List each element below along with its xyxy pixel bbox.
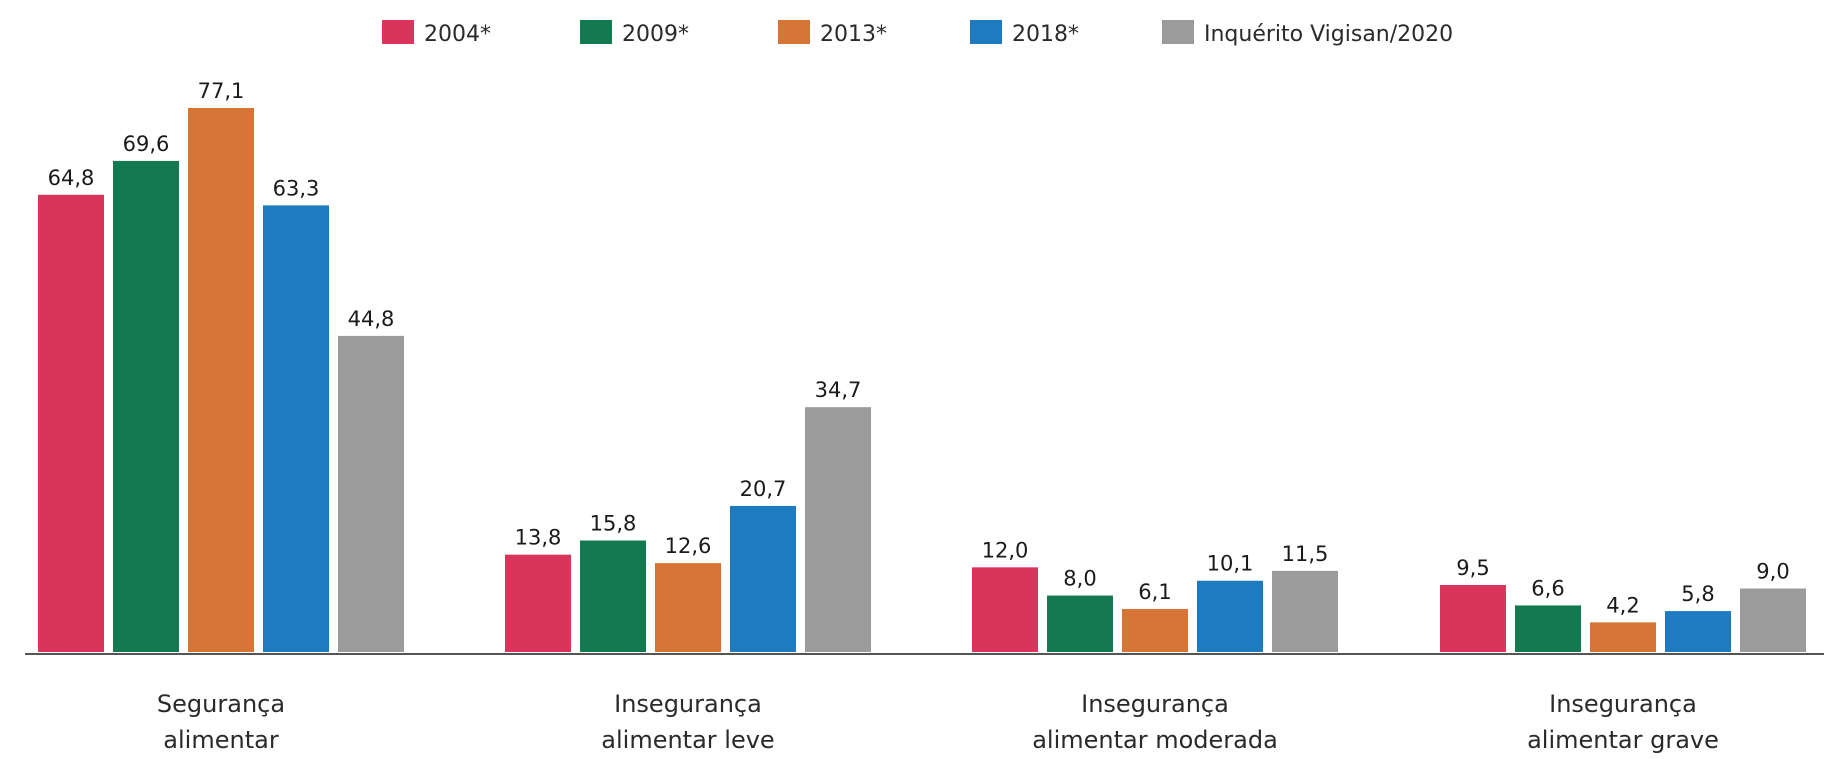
bar-1-0 bbox=[505, 555, 571, 652]
bar-2-3 bbox=[1197, 581, 1263, 652]
bar-2-0 bbox=[972, 567, 1038, 652]
value-label-3-3: 5,8 bbox=[1681, 582, 1714, 606]
legend: 2004* 2009* 2013* 2018* Inquérito Vigisan/20… bbox=[382, 20, 1453, 47]
bar-3-1 bbox=[1515, 605, 1581, 652]
bar-2-1 bbox=[1047, 596, 1113, 652]
bar-1-4 bbox=[805, 407, 871, 652]
value-label-2-2: 6,1 bbox=[1138, 580, 1171, 604]
value-label-1-2: 12,6 bbox=[665, 534, 712, 558]
value-label-0-1: 69,6 bbox=[123, 132, 170, 156]
value-label-2-1: 8,0 bbox=[1063, 567, 1096, 591]
category-label-3-line-0: Insegurança bbox=[1549, 690, 1697, 718]
category-label-0-line-1: alimentar bbox=[163, 726, 279, 754]
legend-swatch-3 bbox=[970, 20, 1002, 44]
bar-1-3 bbox=[730, 506, 796, 652]
bar-1-1 bbox=[580, 541, 646, 652]
category-label-3-line-1: alimentar grave bbox=[1527, 726, 1719, 754]
bar-0-2 bbox=[188, 108, 254, 652]
category-labels-layer: Segurança alimentar Insegurança alimentar l… bbox=[157, 690, 1719, 754]
legend-label-2: 2013* bbox=[820, 22, 887, 47]
value-label-1-1: 15,8 bbox=[590, 512, 637, 536]
value-label-2-4: 11,5 bbox=[1282, 542, 1329, 566]
value-label-0-4: 44,8 bbox=[348, 307, 395, 331]
value-label-1-4: 34,7 bbox=[815, 378, 862, 402]
bar-0-0 bbox=[38, 195, 104, 652]
category-label-2-line-0: Insegurança bbox=[1081, 690, 1229, 718]
legend-swatch-4 bbox=[1162, 20, 1194, 44]
value-label-0-0: 64,8 bbox=[48, 166, 95, 190]
legend-swatch-0 bbox=[382, 20, 414, 44]
bar-3-4 bbox=[1740, 588, 1806, 652]
legend-label-4: Inquérito Vigisan/2020 bbox=[1204, 22, 1453, 47]
category-label-1-line-1: alimentar leve bbox=[601, 726, 774, 754]
legend-swatch-1 bbox=[580, 20, 612, 44]
legend-swatch-2 bbox=[778, 20, 810, 44]
bar-0-1 bbox=[113, 161, 179, 652]
value-label-3-1: 6,6 bbox=[1531, 576, 1564, 600]
bar-2-4 bbox=[1272, 571, 1338, 652]
bar-3-0 bbox=[1440, 585, 1506, 652]
value-label-1-0: 13,8 bbox=[515, 526, 562, 550]
bar-0-4 bbox=[338, 336, 404, 652]
value-label-2-3: 10,1 bbox=[1207, 552, 1254, 576]
value-label-2-0: 12,0 bbox=[982, 538, 1029, 562]
category-label-0-line-0: Segurança bbox=[157, 690, 285, 718]
value-label-1-3: 20,7 bbox=[740, 477, 787, 501]
value-label-0-3: 63,3 bbox=[273, 176, 320, 200]
value-label-3-0: 9,5 bbox=[1456, 556, 1489, 580]
legend-label-0: 2004* bbox=[424, 22, 491, 47]
bar-2-2 bbox=[1122, 609, 1188, 652]
value-label-0-2: 77,1 bbox=[198, 79, 245, 103]
category-label-2-line-1: alimentar moderada bbox=[1032, 726, 1278, 754]
legend-label-1: 2009* bbox=[622, 22, 689, 47]
category-label-1-line-0: Insegurança bbox=[614, 690, 762, 718]
bar-0-3 bbox=[263, 205, 329, 652]
bar-3-3 bbox=[1665, 611, 1731, 652]
value-label-3-2: 4,2 bbox=[1606, 593, 1639, 617]
legend-label-3: 2018* bbox=[1012, 22, 1079, 47]
value-label-3-4: 9,0 bbox=[1756, 559, 1789, 583]
bar-1-2 bbox=[655, 563, 721, 652]
bar-3-2 bbox=[1590, 622, 1656, 652]
